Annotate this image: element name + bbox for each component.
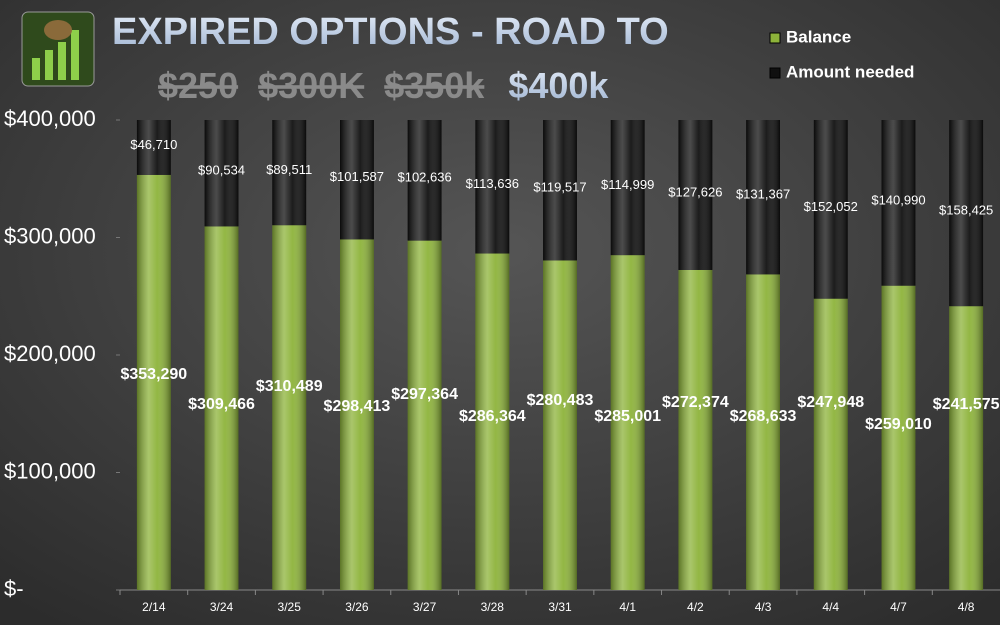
bar-sheen: [204, 226, 239, 591]
bar-sheen: [136, 120, 171, 175]
value-label: $101,587: [330, 169, 384, 184]
y-tick-label: $100,000: [4, 458, 96, 483]
x-tick-label: 3/27: [413, 600, 437, 614]
y-tick-label: $400,000: [4, 106, 96, 131]
value-label: $268,633: [730, 408, 797, 425]
value-label: $286,364: [459, 408, 526, 425]
y-tick-label: $300,000: [4, 223, 96, 248]
bar-sheen: [949, 120, 984, 307]
bar-sheen: [610, 255, 645, 590]
value-label: $353,290: [120, 366, 187, 383]
bar-sheen: [543, 120, 577, 261]
bar-sheen: [407, 120, 442, 241]
bar-sheen: [746, 120, 780, 275]
value-label: $158,425: [939, 203, 993, 218]
value-label: $113,636: [466, 176, 519, 191]
value-label: $140,990: [871, 192, 925, 207]
bar-sheen: [881, 120, 916, 286]
value-label: $298,413: [324, 398, 391, 415]
x-tick-label: 4/7: [890, 600, 907, 614]
x-tick-label: 3/26: [345, 600, 369, 614]
value-label: $46,710: [130, 137, 177, 152]
bar-sheen: [475, 120, 510, 254]
value-label: $152,052: [804, 199, 858, 214]
value-label: $114,999: [601, 177, 654, 192]
bar-sheen: [204, 120, 239, 227]
y-tick-label: $-: [4, 576, 24, 601]
logo: [21, 11, 95, 87]
x-tick-label: 4/3: [755, 600, 772, 614]
value-label: $89,511: [266, 162, 312, 177]
x-tick-label: 3/24: [210, 600, 234, 614]
legend-swatch: [769, 32, 781, 44]
x-tick-label: 4/1: [619, 600, 636, 614]
value-label: $309,466: [188, 396, 255, 413]
value-label: $297,364: [391, 386, 458, 403]
bar-sheen: [610, 120, 645, 256]
subtitle: $250 $300K $350k $400k: [158, 65, 609, 106]
value-label: $241,575: [933, 396, 1000, 413]
x-tick-label: 4/8: [958, 600, 975, 614]
x-tick-label: 3/25: [278, 600, 302, 614]
value-label: $280,483: [527, 392, 594, 409]
value-label: $247,948: [797, 394, 864, 411]
bar-sheen: [543, 260, 577, 590]
value-label: $285,001: [594, 408, 661, 425]
bar-sheen: [813, 120, 848, 299]
bar-sheen: [136, 174, 171, 590]
value-label: $310,489: [256, 378, 323, 395]
bar-sheen: [678, 120, 713, 270]
x-tick-label: 2/14: [142, 600, 166, 614]
bar-sheen: [475, 253, 510, 591]
chart-title: EXPIRED OPTIONS - ROAD TO: [112, 11, 669, 53]
bar-sheen: [340, 120, 374, 240]
bar-sheen: [340, 239, 374, 590]
x-tick-label: 3/28: [481, 600, 505, 614]
target: $400k: [508, 65, 609, 106]
struck-target: $350k: [384, 65, 485, 106]
bar-sheen: [272, 225, 307, 591]
legend-swatch: [769, 67, 781, 79]
value-label: $102,636: [397, 170, 451, 185]
value-label: $259,010: [865, 416, 932, 433]
x-tick-label: 4/2: [687, 600, 704, 614]
x-tick-label: 3/31: [548, 600, 572, 614]
bar-sheen: [813, 298, 848, 590]
bar-sheen: [678, 269, 713, 590]
x-tick-label: 4/4: [822, 600, 839, 614]
value-label: $272,374: [662, 394, 729, 411]
struck-target: $250: [158, 65, 238, 106]
legend-label: Balance: [786, 27, 851, 46]
bar-sheen: [881, 285, 916, 590]
bar-sheen: [746, 274, 780, 590]
value-label: $127,626: [668, 184, 722, 199]
bar-sheen: [949, 306, 984, 590]
value-label: $119,517: [533, 180, 586, 195]
struck-target: $300K: [258, 65, 364, 106]
legend-label: Amount needed: [786, 62, 914, 81]
bar-sheen: [407, 240, 442, 591]
y-tick-label: $200,000: [4, 341, 96, 366]
value-label: $90,534: [198, 163, 245, 178]
value-label: $131,367: [736, 187, 790, 202]
bar-sheen: [272, 120, 307, 226]
